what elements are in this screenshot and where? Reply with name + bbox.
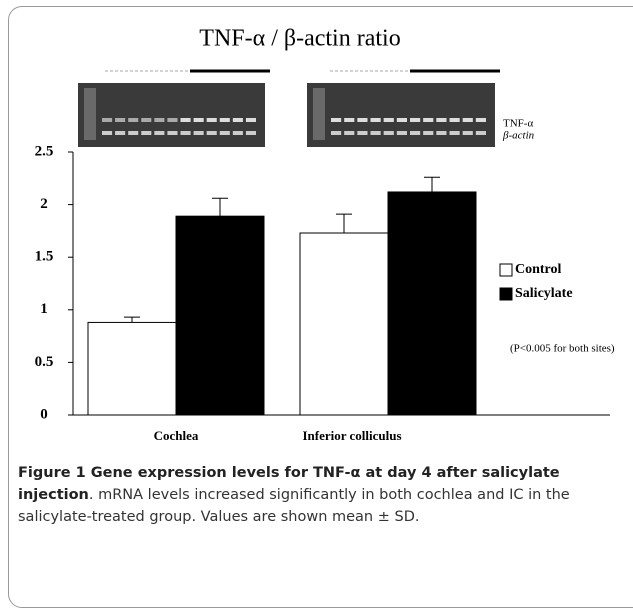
gel-band — [115, 118, 126, 122]
gel-band — [331, 131, 342, 135]
gel-band — [232, 118, 243, 122]
legend-label: Control — [515, 262, 562, 277]
gel-band — [245, 118, 256, 122]
y-tick-label: 2.5 — [35, 143, 54, 159]
gel-band — [102, 118, 113, 122]
gel-band — [115, 131, 126, 135]
gel-band — [462, 118, 473, 122]
gel-band — [193, 118, 204, 122]
gel-band — [410, 131, 421, 135]
gel-band — [396, 131, 407, 135]
bar — [175, 215, 265, 416]
gel-band — [436, 131, 447, 135]
gel-band — [219, 118, 230, 122]
caption-text: . mRNA levels increased significantly in… — [18, 487, 570, 525]
gel-band — [128, 131, 139, 135]
gel-band — [180, 118, 191, 122]
caption: Figure 1 Gene expression levels for TNF-… — [18, 462, 618, 528]
gel-band — [475, 131, 486, 135]
error-bar — [424, 176, 440, 192]
gel-band — [436, 118, 447, 122]
gel-band — [370, 131, 381, 135]
gel-band — [206, 118, 217, 122]
gel-band — [410, 118, 421, 122]
gel-label: β-actin — [502, 130, 535, 142]
gel-band — [383, 118, 394, 122]
legend-swatch — [499, 263, 513, 277]
gel-band — [396, 118, 407, 122]
chart: TNF-α / β-actin ratio TNF-α β-actin (P<0… — [35, 26, 615, 443]
gel-band — [167, 118, 178, 122]
gel-band — [370, 118, 381, 122]
bar — [299, 232, 389, 416]
y-tick-label: 0 — [40, 406, 48, 422]
gel-band — [423, 118, 434, 122]
gel-label: TNF-α — [503, 118, 533, 130]
legend-label: Salicylate — [515, 286, 573, 301]
gel-band — [357, 131, 368, 135]
gel-band — [344, 131, 355, 135]
legend-swatch — [499, 287, 513, 301]
gel-band — [232, 131, 243, 135]
gel-band — [475, 118, 486, 122]
gel-band — [331, 118, 342, 122]
gel-band — [383, 131, 394, 135]
gel-image — [78, 83, 265, 147]
gel-band — [128, 118, 139, 122]
bar — [387, 191, 477, 416]
x-tick-label: Cochlea — [154, 428, 199, 443]
gel-band — [206, 131, 217, 135]
gel-band — [180, 131, 191, 135]
gel-ladder — [84, 88, 96, 140]
gel-ladder — [313, 88, 325, 140]
gel-image — [307, 83, 495, 147]
annotation: (P<0.005 for both sites) — [510, 343, 615, 355]
gel-band — [154, 131, 165, 135]
gel-band — [141, 118, 152, 122]
y-tick-label: 2 — [40, 196, 48, 212]
y-tick-label: 0.5 — [35, 354, 54, 370]
y-tick-label: 1 — [40, 301, 48, 317]
y-tick-label: 1.5 — [35, 249, 54, 265]
gel-band — [462, 131, 473, 135]
caption-title: Figure 1 Gene expression levels for TNF-… — [18, 465, 560, 503]
gel-band — [449, 131, 460, 135]
gel-band — [344, 118, 355, 122]
error-bar — [336, 213, 352, 234]
page: TNF-α / β-actin ratio TNF-α β-actin (P<0… — [8, 6, 633, 608]
gel-band — [193, 131, 204, 135]
gel-band — [449, 118, 460, 122]
bar — [87, 321, 177, 416]
gel-band — [154, 118, 165, 122]
gel-band — [245, 131, 256, 135]
chart-title: TNF-α / β-actin ratio — [199, 26, 400, 52]
gel-band — [357, 118, 368, 122]
gel-band — [102, 131, 113, 135]
error-bar — [212, 197, 228, 217]
gel-band — [167, 131, 178, 135]
gel-band — [141, 131, 152, 135]
gel-band — [219, 131, 230, 135]
x-tick-label: Inferior colliculus — [302, 428, 401, 443]
error-bar — [124, 316, 140, 323]
gel-band — [423, 131, 434, 135]
